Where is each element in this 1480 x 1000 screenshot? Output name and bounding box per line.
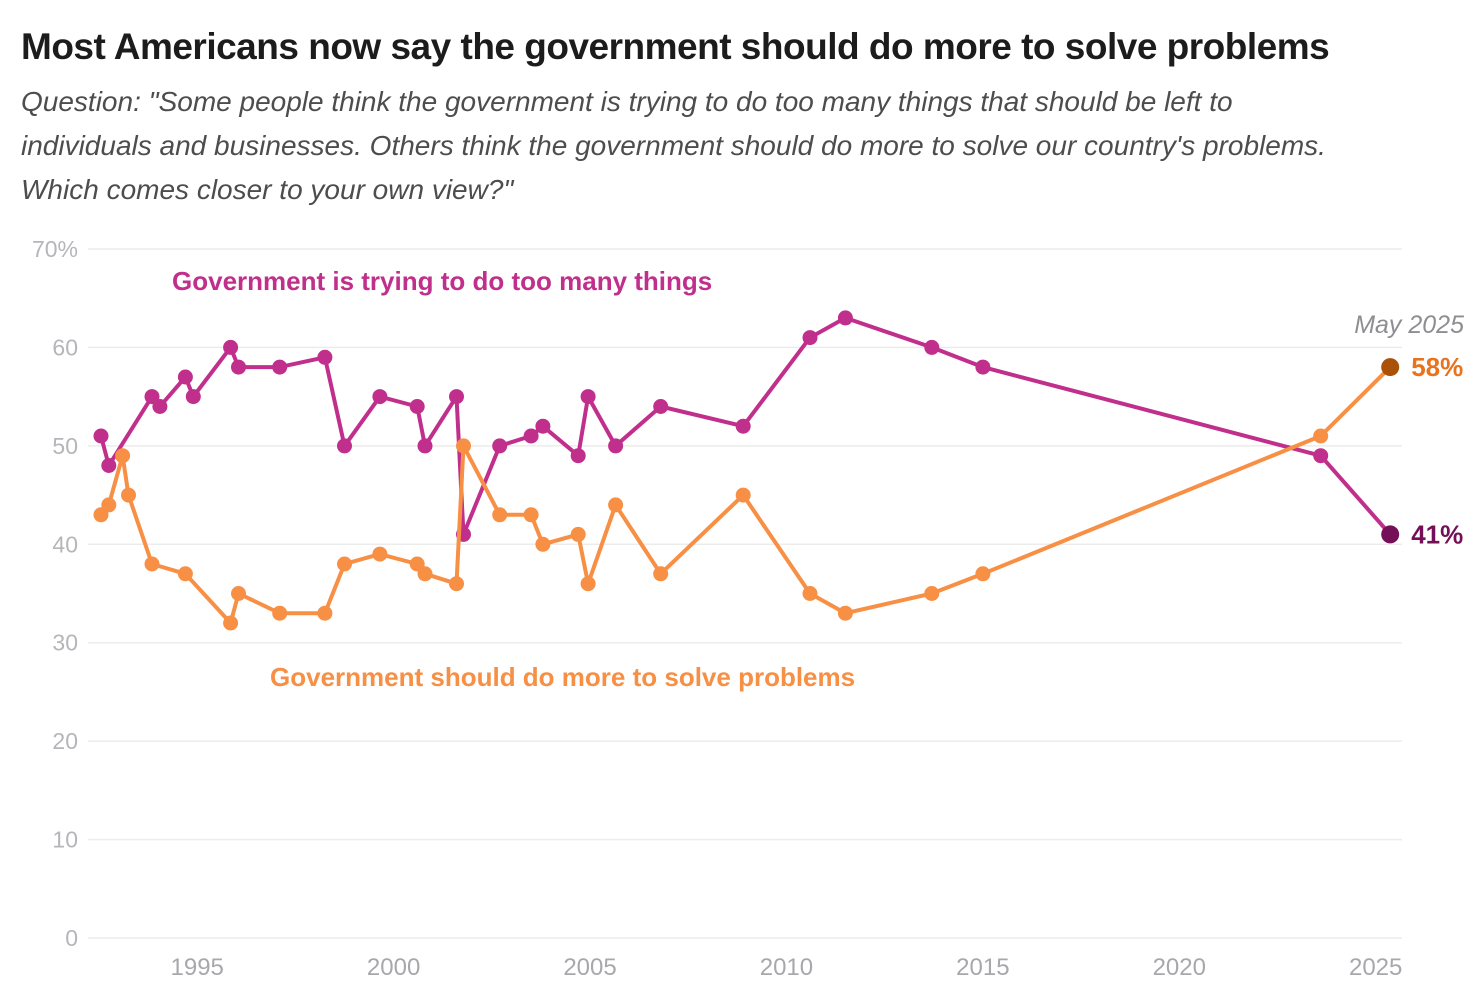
data-point xyxy=(653,566,669,582)
data-point xyxy=(535,418,551,434)
data-point xyxy=(231,586,246,601)
y-axis-tick-label: 30 xyxy=(52,630,78,656)
data-point xyxy=(456,438,471,454)
data-point xyxy=(93,428,109,444)
data-point xyxy=(535,536,551,552)
series-end-value-label: 41% xyxy=(1411,519,1463,549)
page-title: Most Americans now say the government sh… xyxy=(21,26,1330,67)
data-point xyxy=(924,339,940,355)
data-point xyxy=(372,546,388,562)
data-point xyxy=(608,438,624,454)
data-point xyxy=(1381,525,1400,544)
data-point xyxy=(975,359,991,375)
series-label-do-more: Government should do more to solve probl… xyxy=(270,662,856,692)
data-point xyxy=(231,359,246,375)
data-point xyxy=(101,497,117,513)
x-axis-tick-label: 2015 xyxy=(956,954,1009,981)
data-point xyxy=(152,399,168,414)
data-point xyxy=(523,428,539,444)
series-1: 58% xyxy=(93,352,1463,631)
series-label-too-many-things: Government is trying to do too many thin… xyxy=(172,266,713,296)
data-point xyxy=(570,526,586,542)
data-point xyxy=(653,399,669,414)
data-point xyxy=(837,310,853,326)
data-point xyxy=(177,369,193,385)
data-point xyxy=(1313,448,1329,464)
data-point xyxy=(580,576,596,592)
series-end-value-label: 58% xyxy=(1411,352,1463,382)
data-point xyxy=(121,487,136,503)
data-point xyxy=(449,389,464,405)
data-point xyxy=(337,438,352,454)
data-point xyxy=(417,566,433,582)
data-point xyxy=(337,556,352,572)
data-point xyxy=(223,339,239,355)
data-point xyxy=(1313,428,1329,444)
data-point xyxy=(409,399,425,414)
y-axis-tick-label: 10 xyxy=(52,827,78,853)
data-point xyxy=(272,605,288,621)
data-point xyxy=(1381,358,1400,377)
y-axis-tick-label: 70% xyxy=(32,236,78,262)
data-point xyxy=(115,448,131,464)
annotation-date-label: May 2025 xyxy=(1354,311,1464,339)
x-axis-tick-label: 1995 xyxy=(171,954,224,981)
data-point xyxy=(523,507,539,523)
data-point xyxy=(802,586,818,601)
data-point xyxy=(177,566,193,582)
data-point xyxy=(735,487,751,503)
data-point xyxy=(144,556,160,572)
series-0: 41% xyxy=(93,310,1463,549)
data-point xyxy=(223,615,239,631)
data-point xyxy=(185,389,201,405)
x-axis-tick-label: 2005 xyxy=(563,954,616,981)
data-point xyxy=(492,507,508,523)
x-axis-tick-label: 2000 xyxy=(367,954,420,981)
x-axis-tick-label: 2025 xyxy=(1349,954,1402,981)
x-axis: 1995 2000 2005 2010 2015 2020 2025 xyxy=(171,954,1403,981)
data-point xyxy=(735,418,751,434)
data-point xyxy=(317,349,333,365)
data-point xyxy=(570,448,586,464)
data-point xyxy=(272,359,288,375)
data-point xyxy=(372,389,388,405)
y-axis-tick-label: 60 xyxy=(52,334,78,360)
data-point xyxy=(417,438,433,454)
chart-subtitle: Question: "Some people think the governm… xyxy=(21,86,1326,206)
data-point xyxy=(608,497,624,513)
data-point xyxy=(317,605,333,621)
y-axis-tick-label: 0 xyxy=(65,925,78,951)
y-axis-tick-label: 20 xyxy=(52,728,78,754)
data-point xyxy=(924,586,940,601)
y-axis-tick-label: 50 xyxy=(52,433,78,459)
x-axis-tick-label: 2010 xyxy=(760,954,813,981)
gridlines: 70% 60 50 40 30 20 10 0 xyxy=(32,236,1402,951)
data-point xyxy=(975,566,991,582)
data-point xyxy=(580,389,596,405)
data-point xyxy=(449,576,464,592)
x-axis-tick-label: 2020 xyxy=(1153,954,1206,981)
data-point xyxy=(101,458,117,473)
data-point xyxy=(837,605,853,621)
y-axis-tick-label: 40 xyxy=(52,531,78,557)
data-point xyxy=(802,330,818,346)
data-point xyxy=(492,438,508,454)
